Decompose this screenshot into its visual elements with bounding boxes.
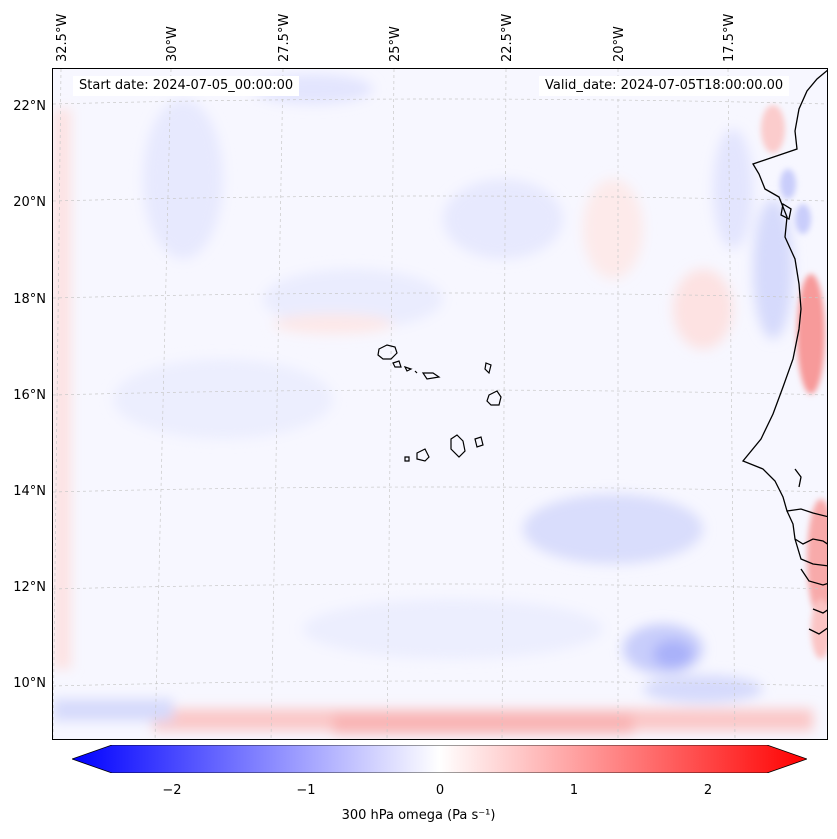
colorbar-tick-neg1: −1: [296, 783, 316, 798]
graticule: [53, 69, 827, 739]
lat-label-10n: 10°N: [13, 676, 46, 691]
lon-label-20w: 20°W: [612, 26, 627, 62]
lon-label-27-5w: 27.5°W: [277, 13, 292, 62]
valid-date-label: Valid_date: 2024-07-05T18:00:00.00: [539, 76, 790, 96]
coastline: [741, 69, 827, 635]
map-field: [53, 69, 827, 739]
lat-label-22n: 22°N: [13, 99, 46, 114]
lat-label-14n: 14°N: [13, 484, 46, 499]
colorbar-tick-2: 2: [703, 783, 713, 798]
colorbar-tick-1: 1: [569, 783, 579, 798]
colorbar-tick-0: 0: [435, 783, 445, 798]
lat-label-12n: 12°N: [13, 580, 46, 595]
lat-label-20n: 20°N: [13, 195, 46, 210]
lon-label-25w: 25°W: [388, 26, 403, 62]
start-date-label: Start date: 2024-07-05_00:00:00: [73, 76, 300, 96]
colorbar-gradient: [72, 745, 807, 773]
cape-verde-islands: [377, 344, 502, 462]
lat-label-18n: 18°N: [13, 292, 46, 307]
lat-label-16n: 16°N: [13, 388, 46, 403]
lon-label-30w: 30°W: [165, 26, 180, 62]
omega-field-patches: [53, 74, 813, 734]
lon-label-22-5w: 22.5°W: [500, 13, 515, 62]
map-panel: [52, 68, 828, 740]
lon-label-17-5w: 17.5°W: [722, 13, 737, 62]
colorbar: [72, 745, 807, 773]
colorbar-tick-neg2: −2: [162, 783, 182, 798]
lon-label-32-5w: 32.5°W: [55, 13, 70, 62]
colorbar-label: 300 hPa omega (Pa s⁻¹): [341, 808, 496, 823]
